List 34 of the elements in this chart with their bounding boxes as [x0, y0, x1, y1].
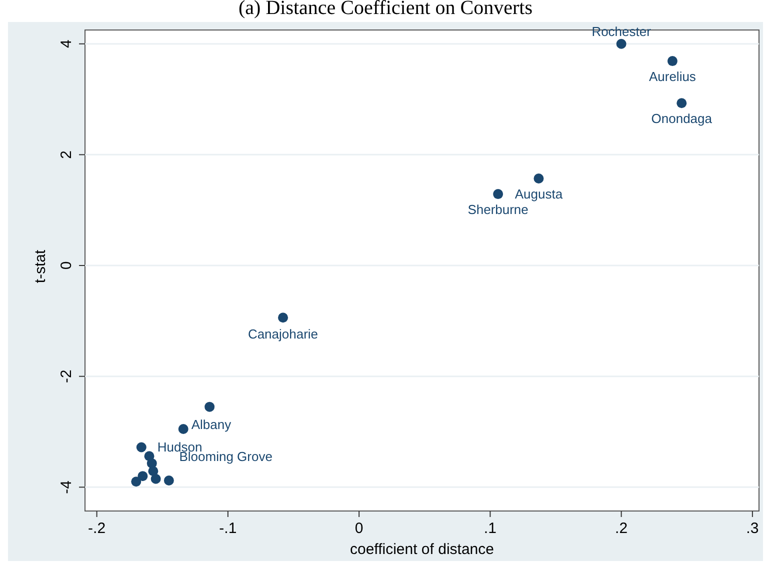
annotation: Sherburne: [468, 202, 528, 218]
point: [278, 312, 288, 323]
x-tick-label: .2: [615, 520, 628, 537]
point: [493, 189, 504, 200]
chart-title: (a) Distance Coefficient on Converts: [238, 0, 533, 19]
annotation: Augusta: [514, 186, 564, 202]
point: [136, 442, 146, 452]
y-tick-label: 4: [58, 40, 75, 48]
point: [164, 476, 174, 486]
x-tick-label: -.1: [219, 520, 237, 537]
point: [204, 402, 215, 412]
x-axis-title: coefficient of distance: [350, 541, 494, 558]
point: [616, 38, 626, 49]
annotation: Aurelius: [648, 69, 696, 84]
point: [148, 466, 158, 476]
point: [131, 476, 142, 487]
x-tick-label: -.2: [88, 520, 106, 537]
point: [138, 471, 148, 482]
point: [150, 474, 161, 484]
x-tick-label: .3: [746, 520, 759, 537]
annotation: Onondaga: [651, 111, 713, 126]
y-tick-label: -2: [58, 370, 75, 384]
x-tick-label: 0: [354, 520, 364, 537]
point: [667, 56, 678, 66]
point: [676, 98, 687, 108]
annotation: Canajoharie: [248, 326, 318, 342]
y-axis-title: t-stat: [32, 249, 49, 284]
point: [534, 174, 544, 184]
y-tick-label: -4: [58, 480, 75, 494]
x-tick-label: .1: [484, 520, 496, 537]
point: [178, 424, 188, 434]
y-tick-label: 2: [58, 150, 75, 159]
y-tick-label: 0: [58, 261, 75, 270]
annotation: Albany: [191, 416, 232, 432]
